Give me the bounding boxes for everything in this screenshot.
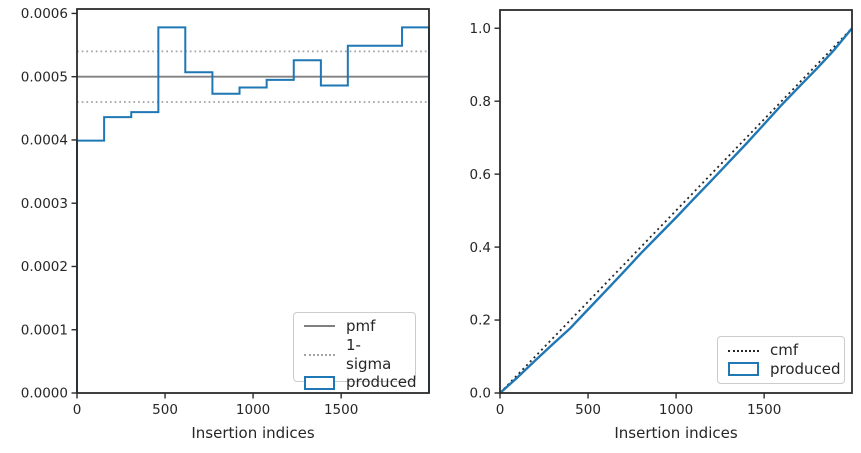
- produced-line: [499, 27, 853, 394]
- y-tick-label: 0.0005: [21, 69, 68, 85]
- pmf-xaxis-label: Insertion indices: [191, 424, 315, 442]
- legend-label-produced-left: produced: [346, 373, 417, 392]
- y-tick-label: 0.0: [470, 386, 491, 402]
- legend-item-1-sigma: 1-sigma: [304, 336, 405, 374]
- y-tick-label: 0.0006: [21, 6, 68, 22]
- x-tick-label: 1500: [747, 402, 781, 418]
- legend-label-1-sigma: 1-sigma: [346, 335, 392, 373]
- legend-item-pmf: pmf: [304, 317, 405, 336]
- y-tick-label: 0.0003: [21, 196, 68, 212]
- x-tick-label: 1500: [324, 402, 358, 418]
- step-rect-icon: [728, 362, 759, 377]
- x-tick-label: 1000: [659, 402, 693, 418]
- cmf-line: [499, 27, 853, 394]
- legend-label-produced-right: produced: [770, 360, 841, 379]
- y-tick-label: 0.0000: [21, 386, 68, 402]
- legend-item-cmf: cmf: [728, 341, 834, 360]
- produced-rect-swatch: [304, 375, 335, 390]
- legend-label-pmf: pmf: [346, 317, 376, 335]
- pmf-line-swatch: [304, 325, 335, 328]
- y-tick-label: 0.8: [470, 94, 491, 110]
- solid-line-icon: [304, 325, 335, 328]
- cmf-legend: cmf produced: [717, 336, 845, 384]
- produced-step-histogram: [76, 26, 430, 393]
- y-tick-label: 0.0001: [21, 322, 68, 338]
- legend-item-produced-right: produced: [728, 360, 841, 379]
- cmf-xaxis-label: Insertion indices: [614, 424, 738, 442]
- cmf-line-swatch: [728, 349, 759, 352]
- legend-item-produced-left: produced: [304, 373, 417, 392]
- x-tick-label: 0: [73, 402, 82, 418]
- y-tick-label: 0.0002: [21, 259, 68, 275]
- x-tick-label: 1000: [236, 402, 270, 418]
- x-tick-label: 500: [152, 402, 178, 418]
- produced-rect-swatch: [728, 362, 759, 377]
- y-tick-label: 1.0: [470, 21, 491, 37]
- dotted-line-icon: [728, 349, 759, 352]
- x-tick-label: 500: [575, 402, 601, 418]
- sigma-line-swatch: [304, 353, 335, 356]
- x-tick-label: 0: [496, 402, 505, 418]
- y-tick-label: 0.4: [470, 240, 491, 256]
- y-tick-label: 0.0004: [21, 133, 68, 149]
- step-rect-icon: [304, 375, 335, 390]
- legend-label-cmf: cmf: [770, 341, 799, 360]
- y-tick-label: 0.6: [470, 167, 491, 183]
- pmf-legend: pmf 1-sigma produced: [293, 312, 417, 391]
- dotted-line-icon: [304, 353, 335, 356]
- y-tick-label: 0.2: [470, 313, 491, 329]
